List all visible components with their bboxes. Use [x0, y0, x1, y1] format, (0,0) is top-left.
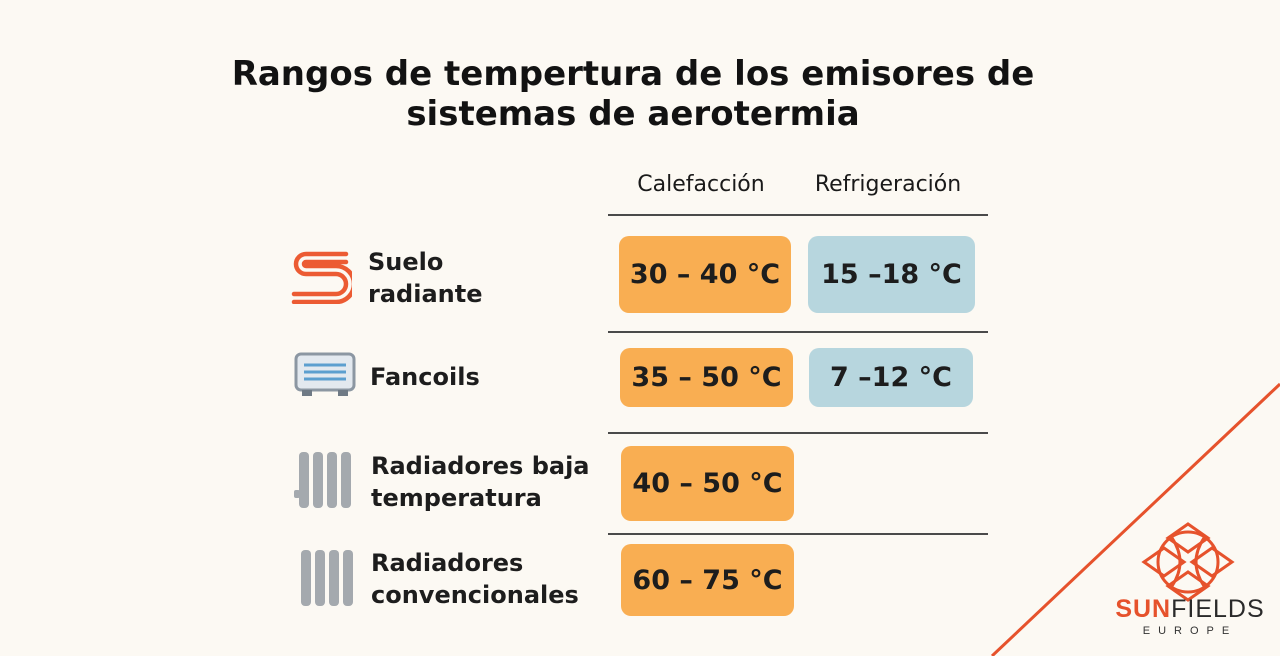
radiator-icon: [301, 550, 353, 606]
label-line: radiante: [368, 280, 483, 308]
label-line: Suelo: [368, 248, 444, 276]
heating-range-underfloor: 30 – 40 °C: [619, 236, 791, 313]
label-line: Radiadores baja: [371, 452, 590, 480]
row-divider: [608, 533, 988, 535]
brand-name-part2: FIELDS: [1171, 595, 1265, 623]
brand-name-part1: SUN: [1115, 595, 1172, 623]
emitter-label-low-temp-radiators: Radiadores baja temperatura: [371, 450, 590, 514]
column-header-cooling: Refrigeración: [814, 172, 962, 197]
header-divider: [608, 214, 988, 216]
low-temp-radiator-icon: [294, 452, 351, 508]
emitter-label-underfloor: Suelo radiante: [368, 246, 482, 310]
underfloor-heating-icon: [291, 251, 352, 304]
heating-range-low-temp-radiators: 40 – 50 °C: [621, 446, 794, 521]
heating-range-fancoils: 35 – 50 °C: [620, 348, 793, 407]
page-title: Rangos de tempertura de los emisores de …: [0, 54, 1266, 134]
brand-name: SUNFIELDS: [1108, 594, 1272, 624]
label-line: convencionales: [371, 581, 579, 609]
row-divider: [608, 331, 988, 333]
title-line-1: Rangos de tempertura de los emisores de: [231, 54, 1035, 94]
sunfields-logo-icon: [1141, 522, 1235, 602]
cooling-range-underfloor: 15 –18 °C: [808, 236, 975, 313]
fancoil-icon: [294, 352, 356, 396]
column-header-heating: Calefacción: [637, 172, 765, 197]
label-line: Radiadores: [371, 549, 524, 577]
label-line: temperatura: [371, 484, 542, 512]
title-line-2: sistemas de aerotermia: [406, 94, 860, 134]
cooling-range-fancoils: 7 –12 °C: [809, 348, 973, 407]
emitter-label-conventional-radiators: Radiadores convencionales: [371, 547, 579, 611]
row-divider: [608, 432, 988, 434]
emitter-label-fancoils: Fancoils: [370, 361, 480, 393]
brand-subtitle: EUROPE: [1142, 625, 1238, 637]
heating-range-conventional-radiators: 60 – 75 °C: [621, 544, 794, 616]
label-line: Fancoils: [370, 363, 480, 391]
